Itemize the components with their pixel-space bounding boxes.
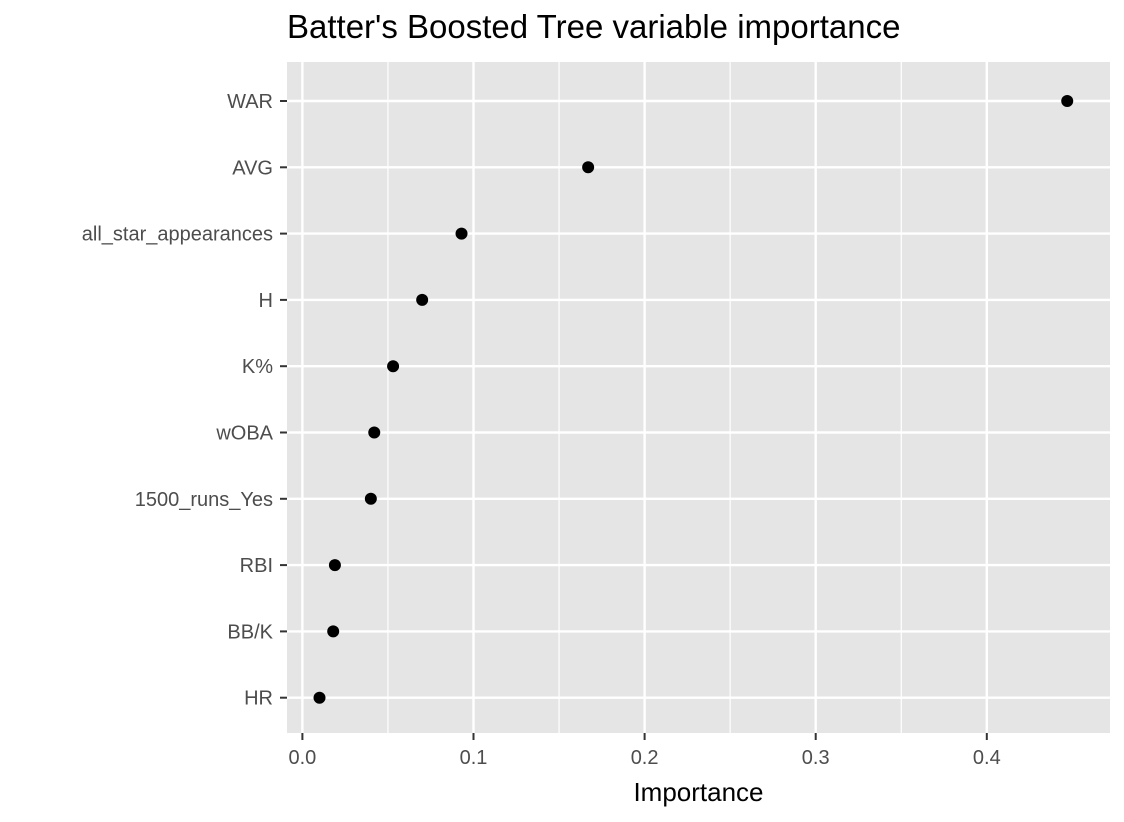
data-point [364, 492, 377, 505]
chart-title: Batter's Boosted Tree variable importanc… [287, 8, 901, 45]
y-tick-label: WAR [227, 91, 273, 113]
data-point [416, 293, 429, 306]
x-tick-label: 0.0 [288, 747, 316, 769]
data-point [368, 426, 381, 439]
x-tick-label: 0.3 [802, 747, 830, 769]
y-tick-label: 1500_runs_Yes [135, 489, 273, 511]
data-points [313, 95, 1074, 704]
axes: WAR AVG all_star_appearances H K% wOBA 1500_ru… [82, 91, 1001, 769]
x-tick-label: 0.4 [973, 747, 1001, 769]
x-tick-label: 0.2 [631, 747, 659, 769]
data-point [327, 625, 340, 638]
y-tick-label: BB/K [227, 621, 273, 643]
y-tick-label: K% [242, 356, 273, 378]
y-tick-label: wOBA [215, 423, 273, 445]
y-tick-label: all_star_appearances [82, 224, 273, 246]
x-axis-title: Importance [633, 777, 763, 807]
plot-panel [287, 62, 1110, 733]
data-point [328, 559, 341, 572]
data-point [387, 360, 400, 373]
y-tick-label: AVG [232, 157, 273, 179]
y-tick-label: RBI [240, 555, 273, 577]
data-point [455, 227, 468, 240]
x-tick-label: 0.1 [460, 747, 488, 769]
y-tick-label: HR [244, 688, 273, 710]
data-point [313, 691, 326, 704]
data-point [582, 161, 595, 174]
data-point [1061, 95, 1074, 107]
y-tick-label: H [259, 290, 273, 312]
grid-lines [287, 62, 1110, 733]
